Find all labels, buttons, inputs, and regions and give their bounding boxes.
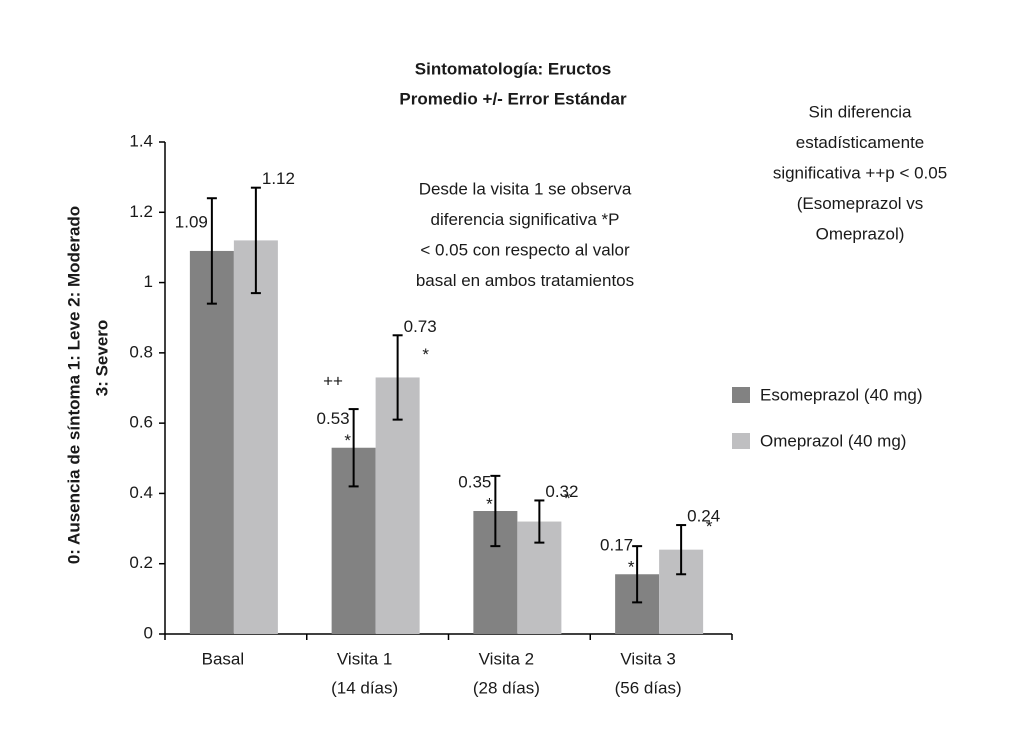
x-tick-label: Visita 3	[620, 649, 675, 668]
error-bar	[676, 524, 687, 576]
significance-marker: *	[486, 494, 493, 513]
y-tick-label: 0.4	[129, 483, 153, 502]
error-bar	[206, 197, 217, 305]
annotation: Sin diferencia	[808, 102, 912, 121]
annotation: Desde la visita 1 se observa	[419, 179, 632, 198]
annotation: (Esomeprazol vs	[797, 194, 924, 213]
y-axis-label: 0: Ausencia de síntoma 1: Leve 2: Modera…	[64, 206, 83, 564]
error-bar	[632, 545, 643, 604]
annotation: < 0.05 con respecto al valor	[420, 240, 630, 259]
error-bar	[348, 408, 359, 488]
significance-marker: *	[422, 345, 429, 364]
significance-marker: *	[706, 517, 713, 536]
significance-marker: *	[344, 431, 351, 450]
y-tick-label: 0.6	[129, 413, 153, 432]
error-bar	[490, 474, 501, 548]
y-tick-label: 0	[144, 623, 153, 642]
value-label: 1.09	[175, 212, 208, 231]
x-tick-label: Visita 1	[337, 649, 392, 668]
y-tick-label: 1.4	[129, 131, 153, 150]
y-tick-label: 1	[144, 272, 153, 291]
error-bar	[392, 334, 403, 421]
x-tick-label: Basal	[202, 649, 245, 668]
value-label: 1.12	[262, 169, 295, 188]
x-tick-label: Visita 2	[479, 649, 534, 668]
value-label: 0.32	[545, 482, 578, 501]
legend-label: Esomeprazol (40 mg)	[760, 385, 923, 404]
error-bar	[534, 499, 545, 544]
significance-marker: *	[628, 558, 635, 577]
value-label: 0.35	[458, 472, 491, 491]
y-tick-label: 1.2	[129, 202, 153, 221]
y-tick-label: 0.8	[129, 342, 153, 361]
significance-marker: *	[564, 489, 571, 508]
legend-swatch	[732, 433, 750, 449]
value-label: 0.53	[317, 409, 350, 428]
annotation: significativa ++p < 0.05	[773, 163, 947, 182]
y-axis-label: 3: Severo	[92, 320, 111, 397]
value-label: 0.73	[404, 317, 437, 336]
legend-swatch	[732, 387, 750, 403]
legend-label: Omeprazol (40 mg)	[760, 431, 906, 450]
x-tick-label: (28 días)	[473, 678, 540, 697]
bar	[189, 250, 234, 634]
annotation: diferencia significativa *P	[431, 210, 620, 229]
x-tick-label: (14 días)	[331, 678, 398, 697]
annotation: basal en ambos tratamientos	[416, 271, 634, 290]
comparison-marker: ++	[323, 371, 343, 390]
x-tick-label: (56 días)	[615, 678, 682, 697]
annotation: Omeprazol)	[816, 224, 905, 243]
chart-title: Sintomatología: Eructos	[415, 59, 611, 78]
bar	[233, 240, 278, 634]
value-label: 0.17	[600, 536, 633, 555]
annotation: estadísticamente	[796, 133, 925, 152]
y-tick-label: 0.2	[129, 553, 153, 572]
value-label: 0.24	[687, 507, 720, 526]
error-bar	[250, 186, 261, 295]
chart-title: Promedio +/- Error Estándar	[399, 89, 627, 108]
